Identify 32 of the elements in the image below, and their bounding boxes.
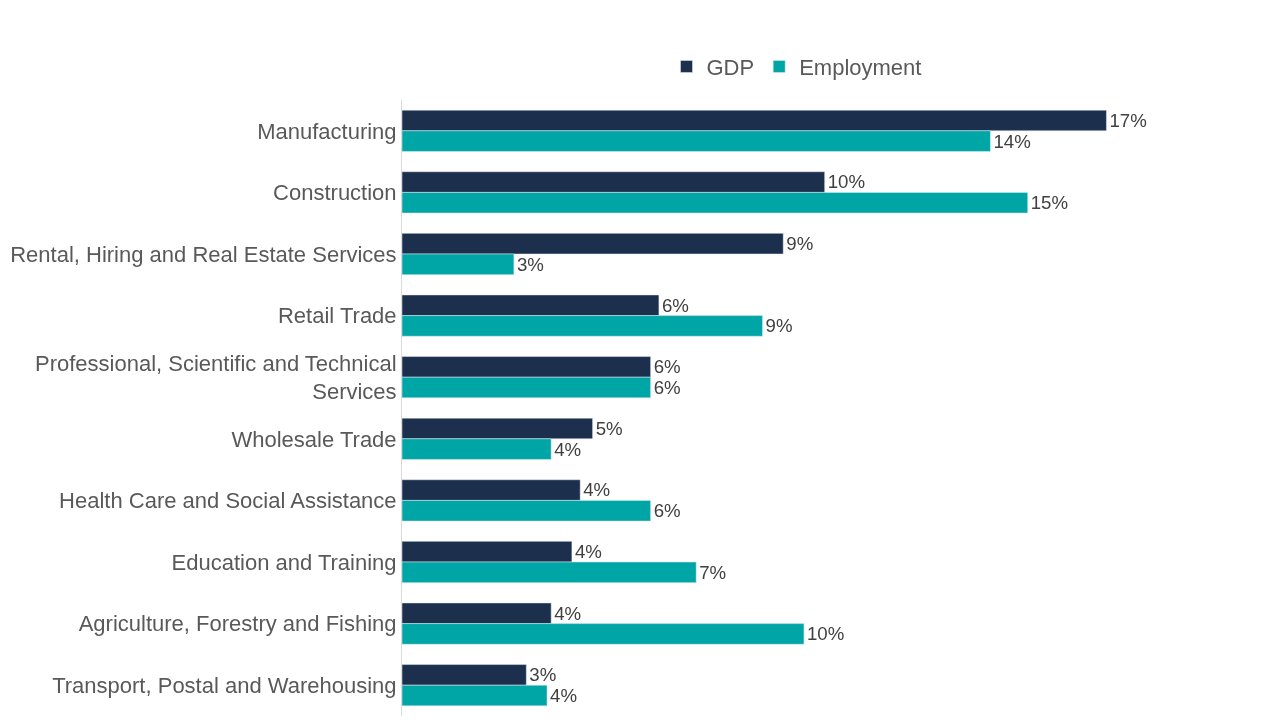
data-label: 6% bbox=[653, 356, 681, 378]
data-label: 4% bbox=[554, 602, 582, 624]
data-label: 14% bbox=[993, 130, 1031, 152]
data-label: 4% bbox=[583, 479, 611, 501]
data-label: 4% bbox=[550, 684, 578, 706]
y-tick-label: Rental, Hiring and Real Estate Services bbox=[10, 241, 397, 267]
data-label: 6% bbox=[653, 500, 681, 522]
data-label: 6% bbox=[661, 294, 689, 316]
data-label: 5% bbox=[595, 417, 623, 439]
y-tick-label: Health Care and Social Assistance bbox=[59, 488, 397, 514]
y-tick-label: Construction bbox=[273, 180, 397, 206]
y-tick-label: Agriculture, Forestry and Fishing bbox=[78, 611, 397, 637]
data-label: 9% bbox=[786, 233, 814, 255]
legend-label: Employment bbox=[799, 55, 922, 81]
data-label: 6% bbox=[653, 376, 681, 398]
data-label: 10% bbox=[806, 623, 845, 645]
data-label: 15% bbox=[1030, 192, 1069, 214]
data-label: 17% bbox=[1109, 109, 1147, 131]
y-tick-label: Wholesale Trade bbox=[231, 426, 397, 452]
data-label: 7% bbox=[699, 561, 727, 583]
data-label: 4% bbox=[554, 438, 582, 460]
y-tick-label: Manufacturing bbox=[257, 118, 397, 144]
data-label: 10% bbox=[827, 171, 866, 193]
data-label: 4% bbox=[574, 541, 602, 563]
legend-label: GDP bbox=[706, 55, 755, 81]
data-label: 9% bbox=[765, 315, 793, 337]
data-label: 3% bbox=[529, 664, 557, 686]
y-tick-label: Professional, Scientific and Technical Services bbox=[35, 350, 397, 405]
y-tick-label: Retail Trade bbox=[277, 303, 397, 329]
data-label: 3% bbox=[516, 253, 544, 275]
y-tick-label: Education and Training bbox=[171, 549, 397, 575]
y-tick-label: Transport, Postal and Warehousing bbox=[52, 672, 397, 698]
